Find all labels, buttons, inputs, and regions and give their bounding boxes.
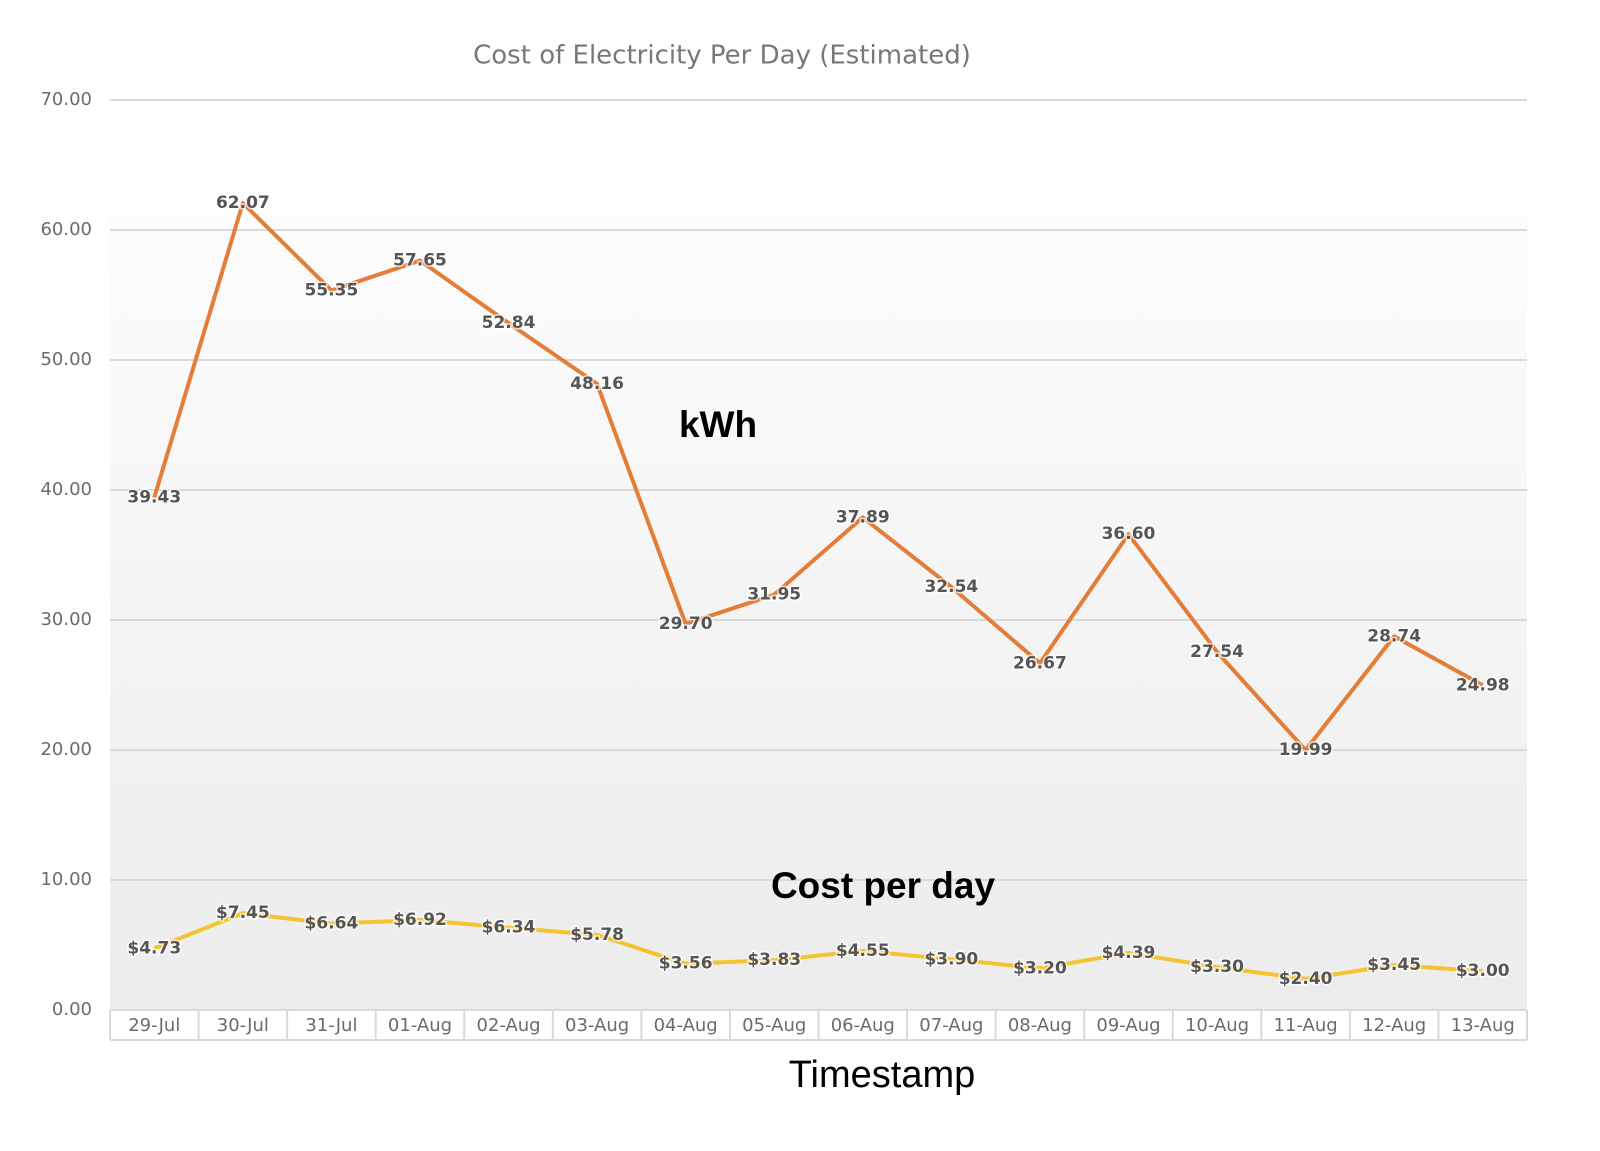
data-label: 19.99 <box>1279 740 1333 760</box>
x-tick-label: 30-Jul <box>217 1015 269 1036</box>
data-label: 57.65 <box>393 251 447 271</box>
data-label: $2.40 <box>1279 969 1333 989</box>
data-label: $5.78 <box>570 925 624 945</box>
data-label: 26.67 <box>1013 653 1067 673</box>
x-tick-label: 12-Aug <box>1362 1015 1426 1036</box>
x-tick-label: 13-Aug <box>1451 1015 1515 1036</box>
data-label: 37.89 <box>836 507 890 527</box>
data-label: $4.39 <box>1102 943 1156 963</box>
data-label: $3.00 <box>1456 961 1510 981</box>
data-label: 28.74 <box>1367 626 1421 646</box>
x-tick-label: 08-Aug <box>1008 1015 1072 1036</box>
data-label: $4.73 <box>127 939 181 959</box>
data-label: $3.20 <box>1013 958 1067 978</box>
data-label: $3.45 <box>1367 955 1421 975</box>
x-tick-label: 09-Aug <box>1096 1015 1160 1036</box>
x-tick-label: 10-Aug <box>1185 1015 1249 1036</box>
data-label: 29.70 <box>659 614 713 634</box>
series-name: Cost per day <box>771 865 996 906</box>
series-line <box>152 201 1484 753</box>
data-label: $6.92 <box>393 910 447 930</box>
data-label: 48.16 <box>570 374 624 394</box>
x-tick-label: 04-Aug <box>654 1015 718 1036</box>
data-label: $4.55 <box>836 941 890 961</box>
data-label: $3.30 <box>1190 957 1244 977</box>
data-label: 52.84 <box>482 313 536 333</box>
y-tick-label: 0.00 <box>52 999 92 1020</box>
data-label: $3.83 <box>747 950 801 970</box>
data-label: $3.56 <box>659 954 713 974</box>
data-label: 31.95 <box>747 585 801 605</box>
data-label: $7.45 <box>216 903 270 923</box>
data-label: 27.54 <box>1190 642 1244 662</box>
x-axis-label: Timestamp <box>789 1054 976 1096</box>
y-tick-label: 10.00 <box>40 869 92 890</box>
y-tick-label: 40.00 <box>40 479 92 500</box>
data-label: 55.35 <box>305 280 359 300</box>
data-label: 39.43 <box>127 487 181 507</box>
data-label: 36.60 <box>1102 524 1156 544</box>
x-tick-label: 03-Aug <box>565 1015 629 1036</box>
x-tick-label: 29-Jul <box>128 1015 180 1036</box>
series-line <box>153 911 1483 981</box>
y-tick-label: 70.00 <box>40 89 92 110</box>
x-tick-label: 07-Aug <box>919 1015 983 1036</box>
x-tick-label: 31-Jul <box>305 1015 357 1036</box>
data-label: 32.54 <box>924 577 978 597</box>
x-tick-label: 06-Aug <box>831 1015 895 1036</box>
x-tick-label: 02-Aug <box>476 1015 540 1036</box>
data-label: 62.07 <box>216 193 270 213</box>
y-tick-label: 60.00 <box>40 219 92 240</box>
y-tick-label: 30.00 <box>40 609 92 630</box>
data-label: $6.34 <box>482 918 536 938</box>
x-tick-label: 05-Aug <box>742 1015 806 1036</box>
data-label: $3.90 <box>924 949 978 969</box>
series-name: kWh <box>679 404 757 445</box>
y-tick-label: 20.00 <box>40 739 92 760</box>
x-tick-label: 01-Aug <box>388 1015 452 1036</box>
data-label: 24.98 <box>1456 675 1510 695</box>
data-label: $6.64 <box>305 914 359 934</box>
x-tick-label: 11-Aug <box>1274 1015 1338 1036</box>
chart-title: Cost of Electricity Per Day (Estimated) <box>473 41 971 71</box>
y-tick-label: 50.00 <box>40 349 92 370</box>
